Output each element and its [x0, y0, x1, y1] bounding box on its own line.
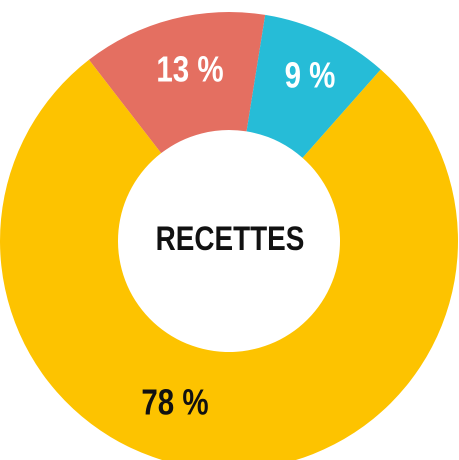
donut-segment — [88, 11, 266, 154]
data-label: 78 % — [141, 382, 208, 422]
donut-segment — [0, 59, 458, 460]
data-label: 9 % — [285, 55, 336, 95]
donut-segment — [246, 14, 381, 158]
chart-title: RECETTES — [156, 219, 305, 257]
data-label: 13 % — [156, 49, 223, 89]
